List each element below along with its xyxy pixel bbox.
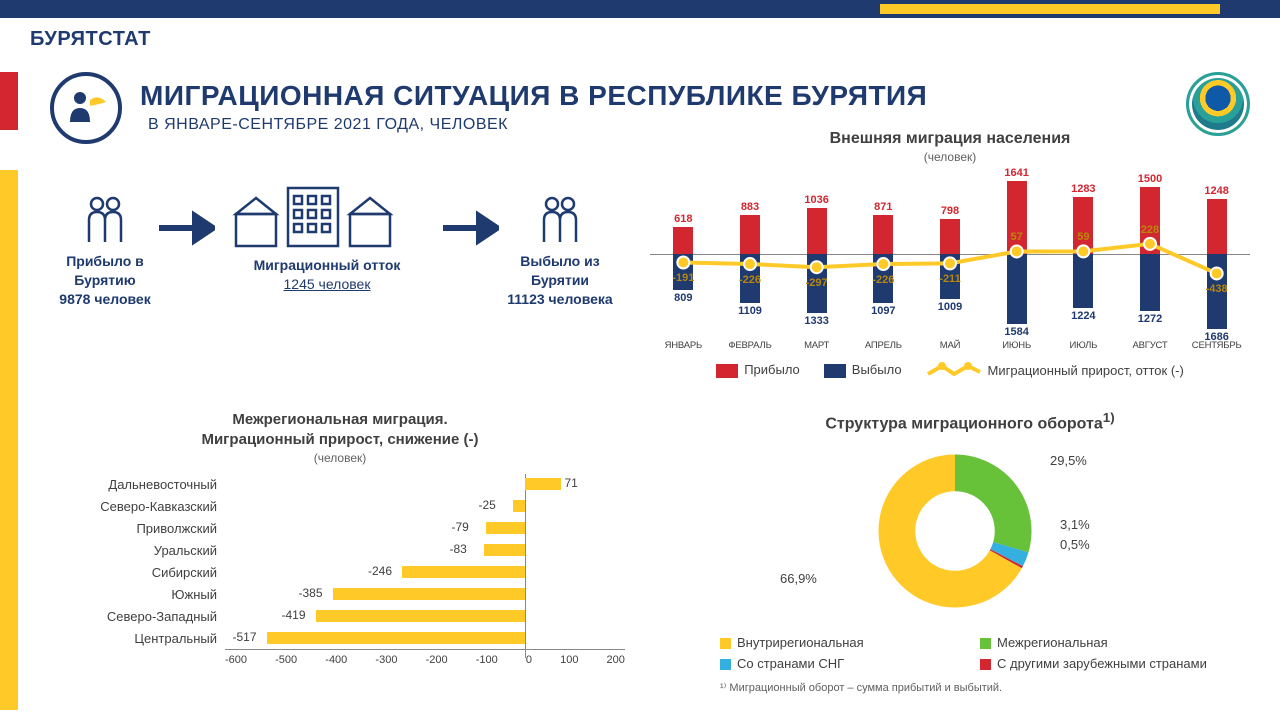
flow-outflow-value: 1245 человек [284, 276, 371, 292]
flow-departed-value: 11123 человека [507, 291, 612, 307]
donut-label-intraregional: 66,9% [780, 571, 817, 586]
chart2-unit: (человек) [55, 451, 625, 465]
title-icon [50, 72, 122, 144]
yellow-rail [0, 170, 18, 710]
arrow-icon [155, 210, 215, 246]
arrow-icon [439, 210, 499, 246]
flow-arrived: Прибыло в Бурятию 9878 человек [55, 190, 155, 309]
chart2-xaxis: -600-500-400-300-200-1000100200 [225, 649, 625, 673]
flow-departed: Выбыло из Бурятии 11123 человека [500, 190, 620, 309]
page-title: МИГРАЦИОННАЯ СИТУАЦИЯ В РЕСПУБЛИКЕ БУРЯТ… [140, 80, 927, 112]
chart1-legend: Прибыло Выбыло Миграционный прирост, отт… [650, 362, 1250, 378]
external-migration-chart: Внешняя миграция населения (человек) 618… [650, 130, 1250, 385]
top-bar [0, 0, 1280, 18]
flow-arrived-label: Прибыло в Бурятию [66, 253, 144, 288]
chart1-title: Внешняя миграция населения [650, 130, 1250, 148]
legend-label: Прибыло [744, 362, 800, 377]
donut-label-interregional: 29,5% [1050, 453, 1087, 468]
donut-svg [870, 446, 1040, 616]
flow-departed-label: Выбыло из Бурятии [520, 253, 599, 288]
chart3-title: Структура миграционного оборота1) [680, 410, 1260, 433]
brand-label: БУРЯТСТАТ [30, 28, 151, 51]
donut-label-foreign: 0,5% [1060, 537, 1090, 552]
flow-outflow: Миграционный отток 1245 человек [217, 180, 437, 294]
chart2-title: Межрегиональная миграция.Миграционный пр… [55, 410, 625, 449]
flow-outflow-label: Миграционный отток [254, 257, 401, 273]
legend-line-icon [926, 362, 982, 378]
chart3-legend: ВнутрирегиональнаяМежрегиональнаяСо стра… [680, 635, 1260, 671]
migration-turnover-donut: Структура миграционного оборота1) 66,9% … [680, 410, 1260, 710]
legend-label: Выбыло [852, 362, 902, 377]
interregional-migration-chart: Межрегиональная миграция.Миграционный пр… [55, 410, 625, 700]
chart1-unit: (человек) [650, 150, 1250, 164]
flow-arrived-value: 9878 человек [59, 291, 150, 307]
legend-label: Миграционный прирост, отток (-) [988, 363, 1184, 378]
emblem-icon [1186, 72, 1250, 136]
page-subtitle: В ЯНВАРЕ-СЕНТЯБРЕ 2021 ГОДА, ЧЕЛОВЕК [148, 116, 508, 134]
donut-label-cis: 3,1% [1060, 517, 1090, 532]
legend-swatch-departed [824, 364, 846, 378]
migration-flow-diagram: Прибыло в Бурятию 9878 человек Миграцион… [55, 180, 615, 360]
legend-swatch-arrived [716, 364, 738, 378]
chart3-footnote: ¹⁾ Миграционный оборот – сумма прибытий … [680, 681, 1260, 694]
red-accent [0, 72, 18, 130]
